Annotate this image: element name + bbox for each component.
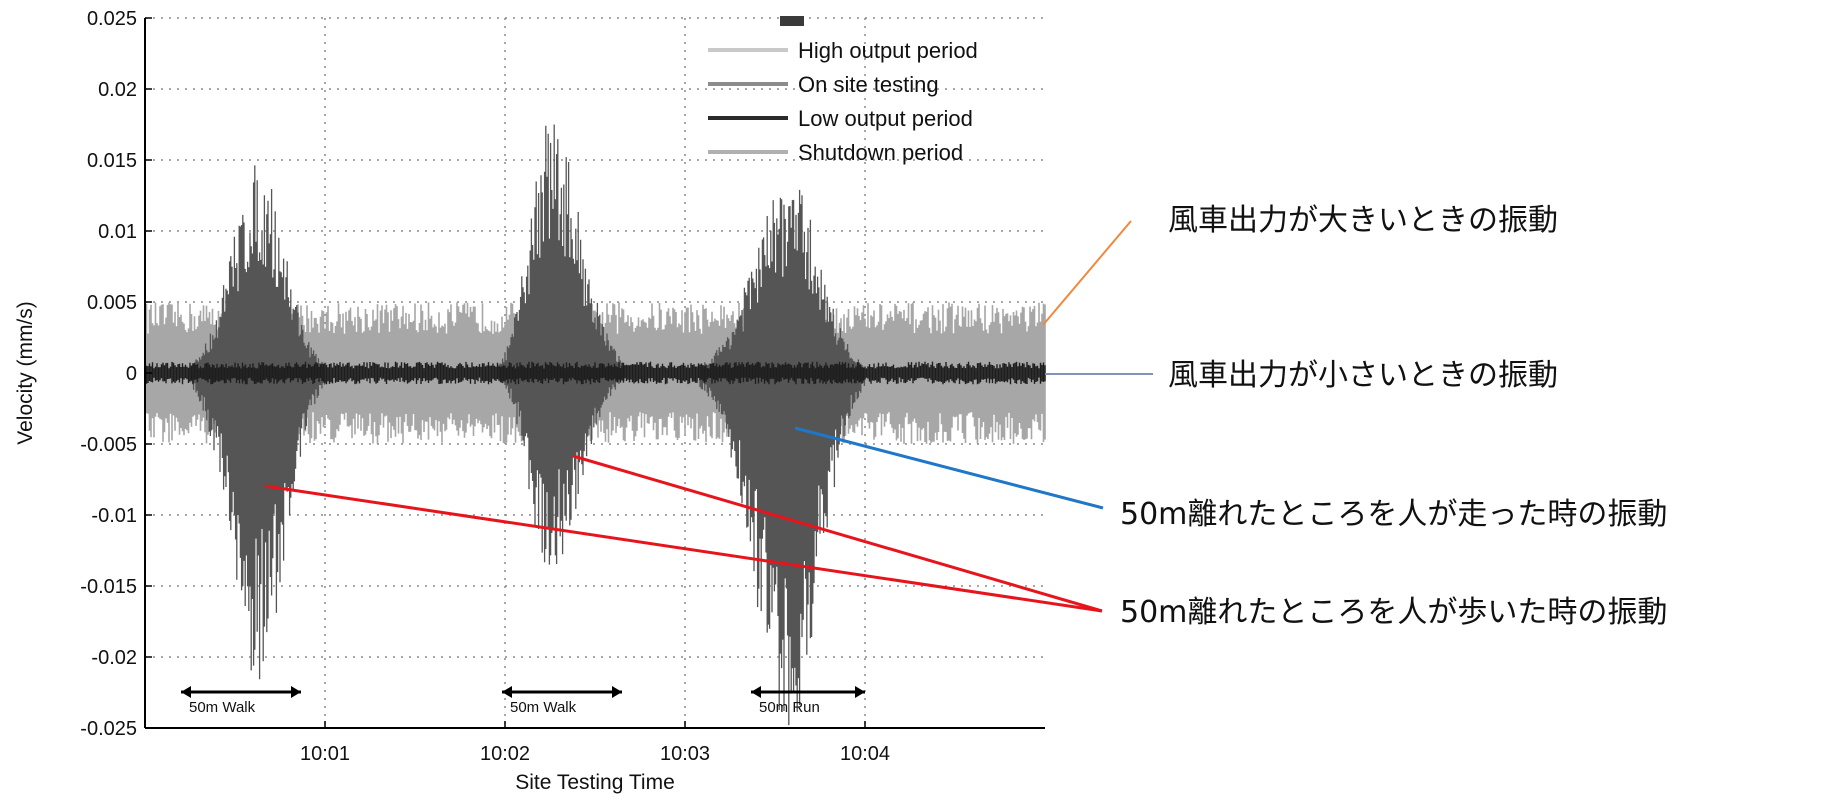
x-axis-title: Site Testing Time <box>515 771 675 794</box>
x-tick-label: 10:04 <box>840 743 890 765</box>
annotation-line-run <box>794 426 1104 510</box>
annotation-walk: 50m離れたところを人が歩いた時の振動 <box>1120 595 1667 630</box>
traces <box>144 124 1046 726</box>
y-tick-label: 0.01 <box>98 221 137 243</box>
range-arrow-head-left <box>181 686 191 698</box>
range-label: 50m Walk <box>510 699 577 716</box>
x-ticks: 10:01 10:02 10:03 10:04 <box>300 721 890 765</box>
y-tick-label: -0.02 <box>91 647 137 669</box>
y-tick-label: -0.005 <box>80 434 137 456</box>
range-markers: 50m Walk 50m Walk 50m Run <box>181 686 865 716</box>
y-tick-label: 0.015 <box>87 150 137 172</box>
y-axis-title: Velocity (mm/s) <box>14 301 37 445</box>
annotation-low-output: 風車出力が小さいときの振動 <box>1168 358 1558 393</box>
legend-label: High output period <box>798 38 978 63</box>
x-tick-label: 10:01 <box>300 743 350 765</box>
legend-label: Low output period <box>798 106 973 131</box>
annotation-high-output: 風車出力が大きいときの振動 <box>1168 203 1558 238</box>
y-tick-label: 0.025 <box>87 8 137 30</box>
y-tick-label: -0.01 <box>91 505 137 527</box>
annotation-lines <box>264 220 1153 613</box>
y-tick-label: -0.015 <box>80 576 137 598</box>
annotation-texts: 風車出力が大きいときの振動 風車出力が小さいときの振動 50m離れたところを人が… <box>1120 203 1667 630</box>
range-arrow-head-right <box>855 686 865 698</box>
x-tick-label: 10:03 <box>660 743 710 765</box>
range-label: 50m Run <box>759 699 820 716</box>
range-arrow-head-right <box>612 686 622 698</box>
series-on-site-event <box>498 124 625 565</box>
range-arrow-head-left <box>751 686 761 698</box>
annotation-line-high-output <box>1042 220 1132 326</box>
legend-label: On site testing <box>798 72 939 97</box>
legend-label: Shutdown period <box>798 140 963 165</box>
annotation-line-walk-1 <box>264 484 1103 613</box>
annotation-line-walk-2 <box>572 454 1103 613</box>
range-label: 50m Walk <box>189 699 256 716</box>
y-tick-label: 0 <box>126 363 137 385</box>
y-tick-label: 0.02 <box>98 79 137 101</box>
x-tick-label: 10:02 <box>480 743 530 765</box>
annotation-run: 50m離れたところを人が走った時の振動 <box>1120 497 1667 532</box>
y-tick-label: -0.025 <box>80 718 137 740</box>
legend: High output period On site testing Low out… <box>708 16 978 165</box>
range-arrow-head-left <box>502 686 512 698</box>
y-ticks: 0.025 0.02 0.015 0.01 0.005 0 -0.005 -0.01 -0.01… <box>80 8 152 740</box>
y-tick-label: 0.005 <box>87 292 137 314</box>
legend-marker-glyph <box>780 16 804 26</box>
series-on-site-event <box>699 189 866 726</box>
range-arrow-head-right <box>291 686 301 698</box>
